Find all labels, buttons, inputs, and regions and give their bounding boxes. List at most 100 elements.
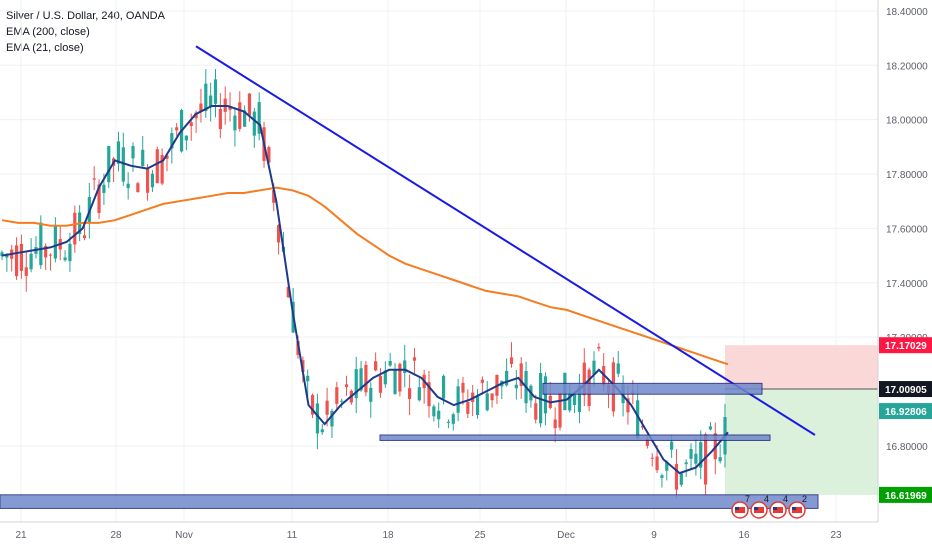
candle-body-66 <box>320 429 324 433</box>
candle-body-86 <box>417 387 421 401</box>
candle-body-136 <box>660 475 664 478</box>
price-tick-1: 18.20000 <box>886 61 928 72</box>
candle-body-118 <box>572 394 577 406</box>
candle-body-56 <box>272 189 276 203</box>
candle-body-15 <box>73 212 77 245</box>
candle-body-29 <box>141 149 145 166</box>
candle-body-34 <box>165 155 169 159</box>
candle-body-127 <box>616 363 620 374</box>
candle-body-35 <box>170 133 174 149</box>
flag-canton-icon-0 <box>735 507 739 510</box>
candle-body-44 <box>213 79 218 104</box>
price-tick-4: 17.60000 <box>886 224 928 235</box>
candle-body-117 <box>568 393 572 411</box>
candle-body-24 <box>116 141 121 164</box>
candle-body-89 <box>432 406 436 417</box>
price-tick-7: 16.80000 <box>886 442 928 453</box>
candle-body-4 <box>19 243 24 271</box>
event-icons[interactable]: 7 4 4 2 <box>731 494 807 519</box>
candle-body-132 <box>640 425 645 428</box>
price-label-bg-2 <box>879 403 932 420</box>
candle-body-144 <box>699 442 703 468</box>
price-axis: 18.40000 18.20000 18.00000 17.80000 17.60000… <box>877 0 932 522</box>
price-label-0: 17.17029 <box>885 341 927 352</box>
candle-body-79 <box>383 370 387 385</box>
candle-body-67 <box>325 400 329 415</box>
candle-body-82 <box>398 363 402 392</box>
stop-loss-zone <box>725 345 878 390</box>
candle-body-57 <box>276 225 281 243</box>
support-zone <box>379 434 771 441</box>
time-tick-9: 23 <box>830 530 842 541</box>
candle-body-135 <box>655 456 659 471</box>
candle-body-142 <box>689 448 693 459</box>
candle-body-10 <box>48 254 53 256</box>
candle-body-123 <box>597 346 601 349</box>
candle-body-9 <box>44 245 48 258</box>
candle-body-119 <box>577 385 582 412</box>
candle-body-47 <box>228 106 232 110</box>
price-axis-bg <box>878 0 932 522</box>
candle-body-21 <box>102 184 106 193</box>
candle-body-81 <box>393 370 397 395</box>
candle-body-77 <box>374 361 378 371</box>
candle-body-134 <box>650 457 654 459</box>
candle-body-73 <box>354 369 358 399</box>
candle-body-1 <box>5 254 9 258</box>
candle-body-50 <box>243 110 247 127</box>
candle-body-91 <box>441 375 446 399</box>
candle-body-104 <box>505 370 509 386</box>
time-tick-3: 11 <box>287 530 298 541</box>
event-count-1: 4 <box>764 494 769 504</box>
candle-body-59 <box>286 286 290 298</box>
candle-body-42 <box>204 83 208 112</box>
flag-canton-icon-1 <box>754 507 758 510</box>
legend-ema21[interactable]: EMA (21, close) <box>6 42 84 54</box>
candle-body-141 <box>684 462 688 465</box>
time-tick-0: 21 <box>15 530 27 541</box>
candle-body-33 <box>160 154 164 184</box>
candle-body-38 <box>184 135 188 141</box>
candle-body-100 <box>485 393 489 411</box>
candle-body-88 <box>427 382 431 407</box>
time-tick-1: 28 <box>110 530 122 541</box>
candle-body-114 <box>553 419 557 429</box>
time-axis-bg <box>0 522 932 550</box>
resistance-zone <box>542 382 763 395</box>
time-tick-7: 9 <box>651 530 657 541</box>
candle-body-53 <box>257 102 261 134</box>
event-count-2: 4 <box>783 494 788 504</box>
time-tick-4: 18 <box>382 530 394 541</box>
candle-body-8 <box>39 222 43 266</box>
candle-body-143 <box>694 453 698 464</box>
candle-body-101 <box>490 393 494 401</box>
candle-body-40 <box>194 112 198 119</box>
candle-body-55 <box>267 147 271 163</box>
candles <box>0 69 727 499</box>
candle-body-36 <box>175 127 179 131</box>
candle-body-39 <box>189 122 193 127</box>
legend-ema200[interactable]: EMA (200, close) <box>6 26 90 38</box>
chart-legend: Silver / U.S. Dollar, 240, OANDA EMA (20… <box>6 8 165 56</box>
candle-body-68 <box>330 410 334 427</box>
price-label-bg-3 <box>879 486 932 503</box>
time-tick-6: Dec <box>557 530 575 541</box>
candle-body-106 <box>514 384 518 389</box>
price-tick-2: 18.00000 <box>886 116 928 127</box>
legend-symbol[interactable]: Silver / U.S. Dollar, 240, OANDA <box>6 10 165 22</box>
candle-body-65 <box>315 403 320 434</box>
price-tick-0: 18.40000 <box>886 7 928 18</box>
support-resistance-zones[interactable] <box>0 382 819 509</box>
price-label-bg-1 <box>879 381 932 398</box>
candle-body-84 <box>407 388 412 399</box>
candle-body-92 <box>446 421 451 423</box>
flag-stripe-icon-1 <box>754 507 764 513</box>
candle-body-27 <box>131 146 135 159</box>
candle-body-137 <box>665 461 669 471</box>
candle-body-28 <box>136 183 140 193</box>
candle-body-99 <box>480 379 484 383</box>
candle-body-74 <box>359 368 363 391</box>
event-count-0: 7 <box>745 494 750 504</box>
position-zones <box>725 345 878 495</box>
